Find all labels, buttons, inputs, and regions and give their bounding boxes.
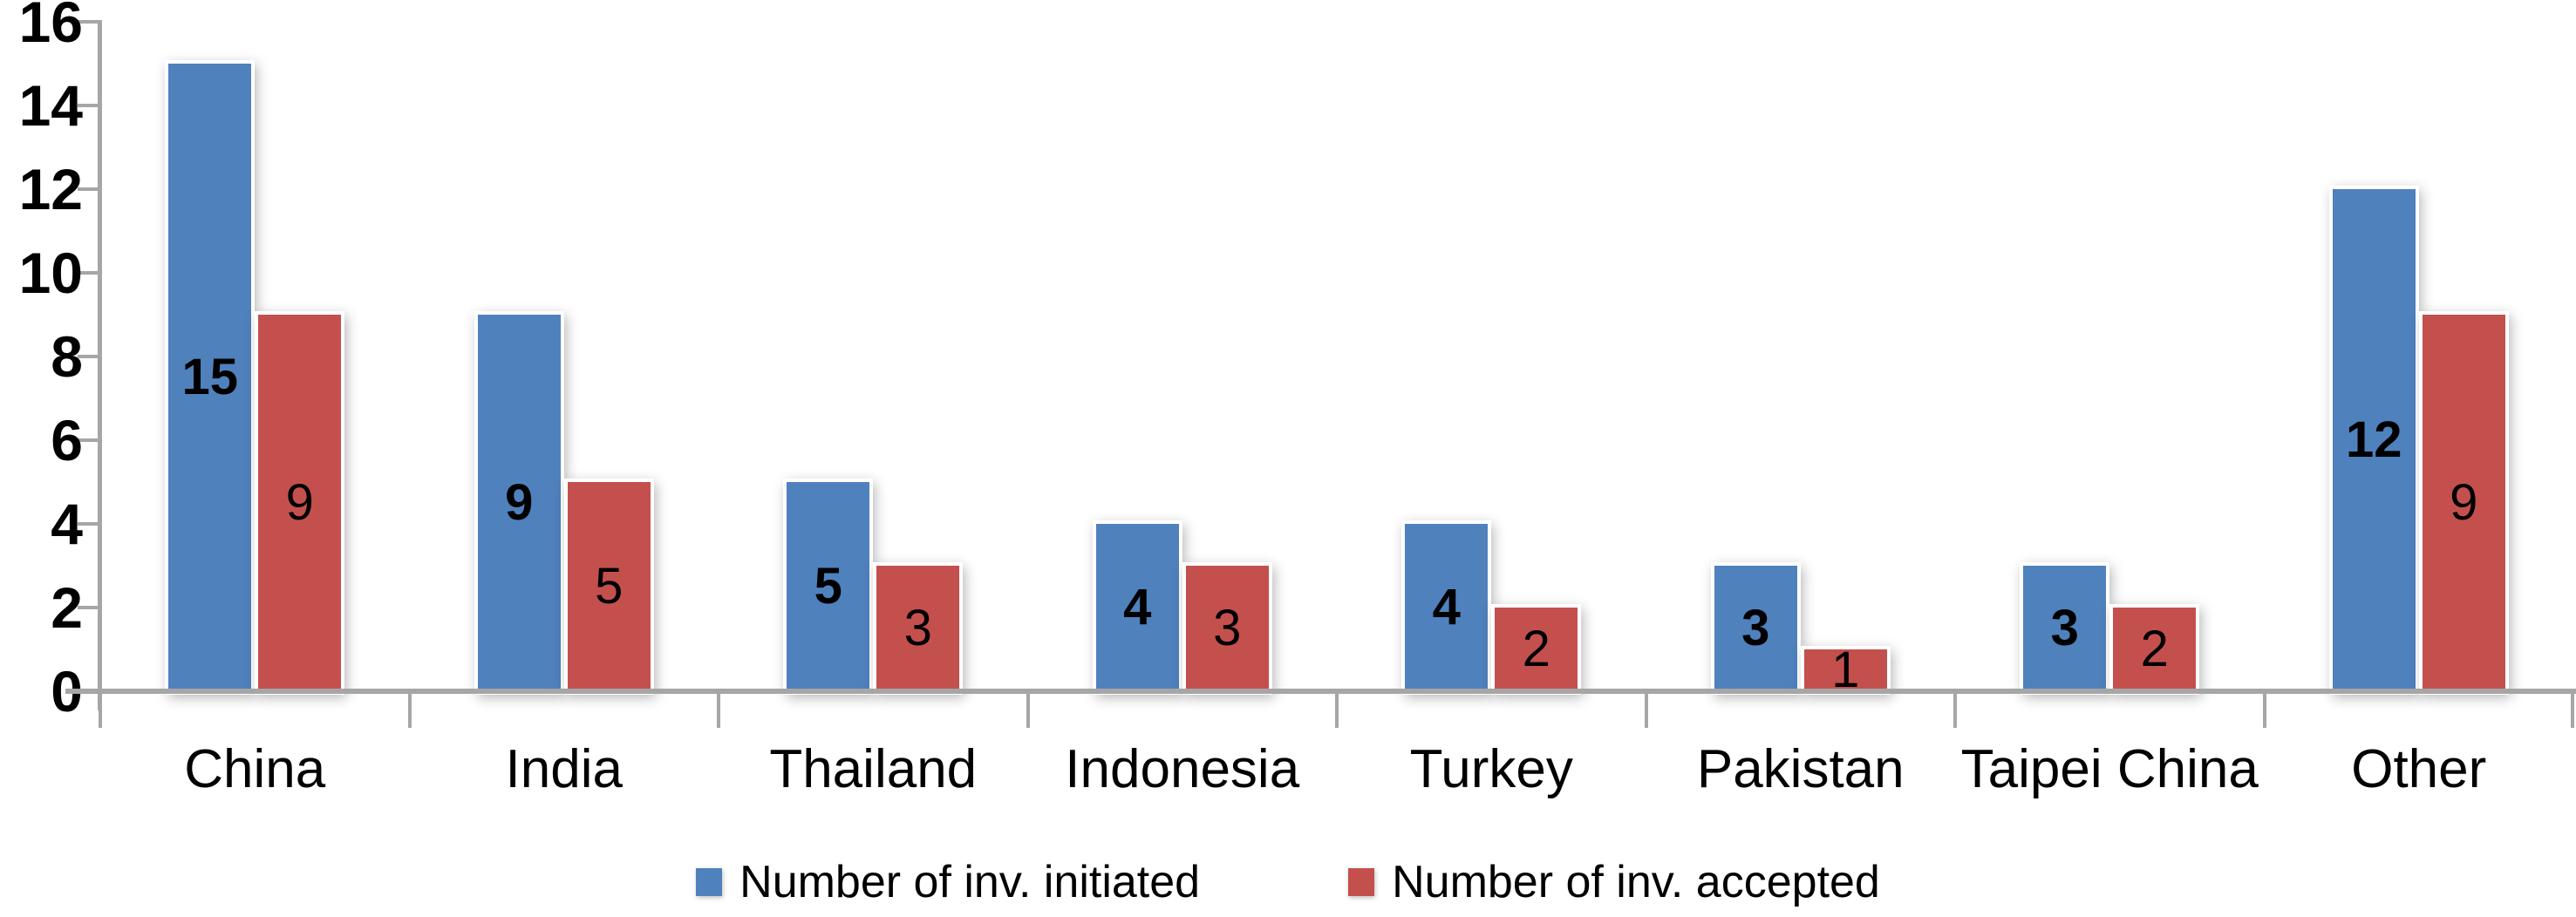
y-axis-tick — [78, 20, 100, 24]
y-axis-tick-label: 12 — [18, 157, 83, 221]
y-axis-tick-label: 10 — [18, 241, 83, 305]
x-axis-tick — [2571, 691, 2574, 728]
bar-data-label: 5 — [814, 558, 842, 615]
bar-initiated — [1095, 524, 1179, 691]
legend: Number of inv. initiated Number of inv. … — [0, 856, 2576, 908]
bar-accepted — [2422, 315, 2505, 691]
bar-accepted — [1495, 608, 1578, 691]
bar-data-label: 3 — [903, 600, 932, 656]
bar-initiated — [2023, 566, 2107, 691]
bar-accepted — [1185, 566, 1269, 691]
bar-initiated — [477, 315, 561, 691]
category-label: India — [505, 739, 623, 799]
x-axis-tick — [407, 691, 412, 728]
x-axis-tick — [1644, 691, 1648, 728]
x-axis-tick — [2262, 691, 2266, 728]
bar-initiated — [168, 64, 252, 691]
y-axis-tick-label: 6 — [51, 408, 83, 472]
category-label: Other — [2351, 739, 2487, 799]
x-axis-tick — [717, 691, 720, 728]
bar-data-label: 9 — [505, 474, 534, 531]
bar-data-label: 12 — [2345, 411, 2402, 468]
y-axis-tick-label: 16 — [18, 0, 83, 54]
category-label: Thailand — [769, 739, 978, 799]
y-axis-tick — [78, 522, 100, 526]
bar-data-label: 3 — [1213, 600, 1242, 656]
legend-label-initiated: Number of inv. initiated — [739, 857, 1201, 907]
bar-data-label: 3 — [1741, 600, 1770, 656]
bar-data-label: 2 — [1522, 621, 1550, 677]
bar-data-label: 5 — [595, 558, 624, 615]
x-axis-tick — [1026, 691, 1030, 728]
legend-swatch-accepted-icon — [1348, 868, 1375, 896]
bar-data-label: 15 — [181, 349, 238, 405]
x-axis-tick — [1335, 691, 1339, 728]
bar-accepted — [2113, 608, 2197, 691]
category-label: Indonesia — [1065, 739, 1300, 799]
legend-swatch-initiated-icon — [696, 868, 723, 896]
y-axis-tick — [78, 104, 100, 107]
bar-initiated — [1714, 566, 1797, 691]
x-axis-line — [65, 689, 2576, 694]
legend-item-accepted: Number of inv. accepted — [1348, 856, 1880, 908]
legend-item-initiated: Number of inv. initiated — [696, 856, 1200, 908]
category-label: China — [184, 739, 326, 799]
x-axis-tick — [1953, 691, 1957, 728]
bar-data-label: 9 — [285, 474, 314, 531]
y-axis-tick — [78, 606, 100, 609]
y-axis-tick — [78, 438, 100, 442]
x-axis-tick — [99, 691, 102, 728]
y-axis-tick — [78, 271, 100, 275]
bar-data-label: 3 — [2050, 600, 2079, 656]
y-axis-tick — [78, 187, 100, 191]
bar-initiated — [787, 482, 870, 691]
y-axis-tick — [78, 355, 100, 358]
category-label: Taipei China — [1960, 739, 2259, 799]
y-axis-tick-label: 4 — [51, 492, 83, 556]
bar-data-label: 2 — [2140, 621, 2169, 677]
bar-initiated — [1405, 524, 1489, 691]
bar-accepted — [258, 315, 342, 691]
bar-accepted — [567, 482, 651, 691]
y-axis-tick-label: 8 — [51, 324, 83, 389]
bar-data-label: 4 — [1123, 579, 1152, 635]
bar-accepted — [1803, 649, 1887, 691]
legend-label-accepted: Number of inv. accepted — [1392, 857, 1880, 907]
bar-data-label: 4 — [1432, 579, 1461, 635]
bar-accepted — [876, 566, 960, 691]
category-label: Turkey — [1409, 739, 1573, 799]
bar-initiated — [2332, 189, 2416, 691]
y-axis-tick-label: 14 — [18, 73, 83, 138]
y-axis-line — [98, 20, 102, 710]
category-label: Pakistan — [1696, 739, 1905, 799]
bar-data-label: 9 — [2450, 474, 2478, 531]
y-axis-tick-label: 2 — [51, 575, 83, 640]
